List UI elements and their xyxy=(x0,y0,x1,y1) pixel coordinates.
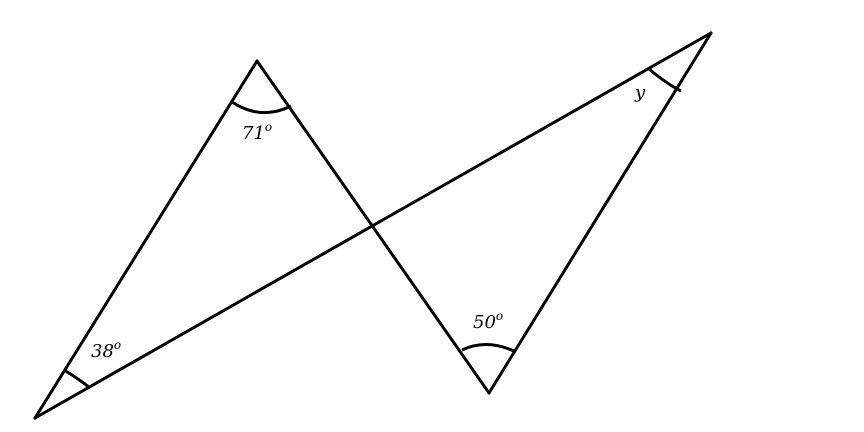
right-side-segment xyxy=(487,31,713,395)
angle-label-top: 71o xyxy=(242,120,272,144)
angle-arc-top-right xyxy=(648,67,682,93)
angle-arc-bottom-middle xyxy=(461,343,517,354)
angle-arc-bottom-left xyxy=(63,368,91,390)
angle-label-bottom-left: 38o xyxy=(91,338,121,362)
left-side-segment xyxy=(33,59,259,420)
crossing-segment-left-to-right xyxy=(33,31,713,420)
angle-arc-top xyxy=(231,100,292,115)
angle-label-top-right: y xyxy=(634,82,646,103)
angle-label-bottom-middle: 50o xyxy=(473,309,503,333)
